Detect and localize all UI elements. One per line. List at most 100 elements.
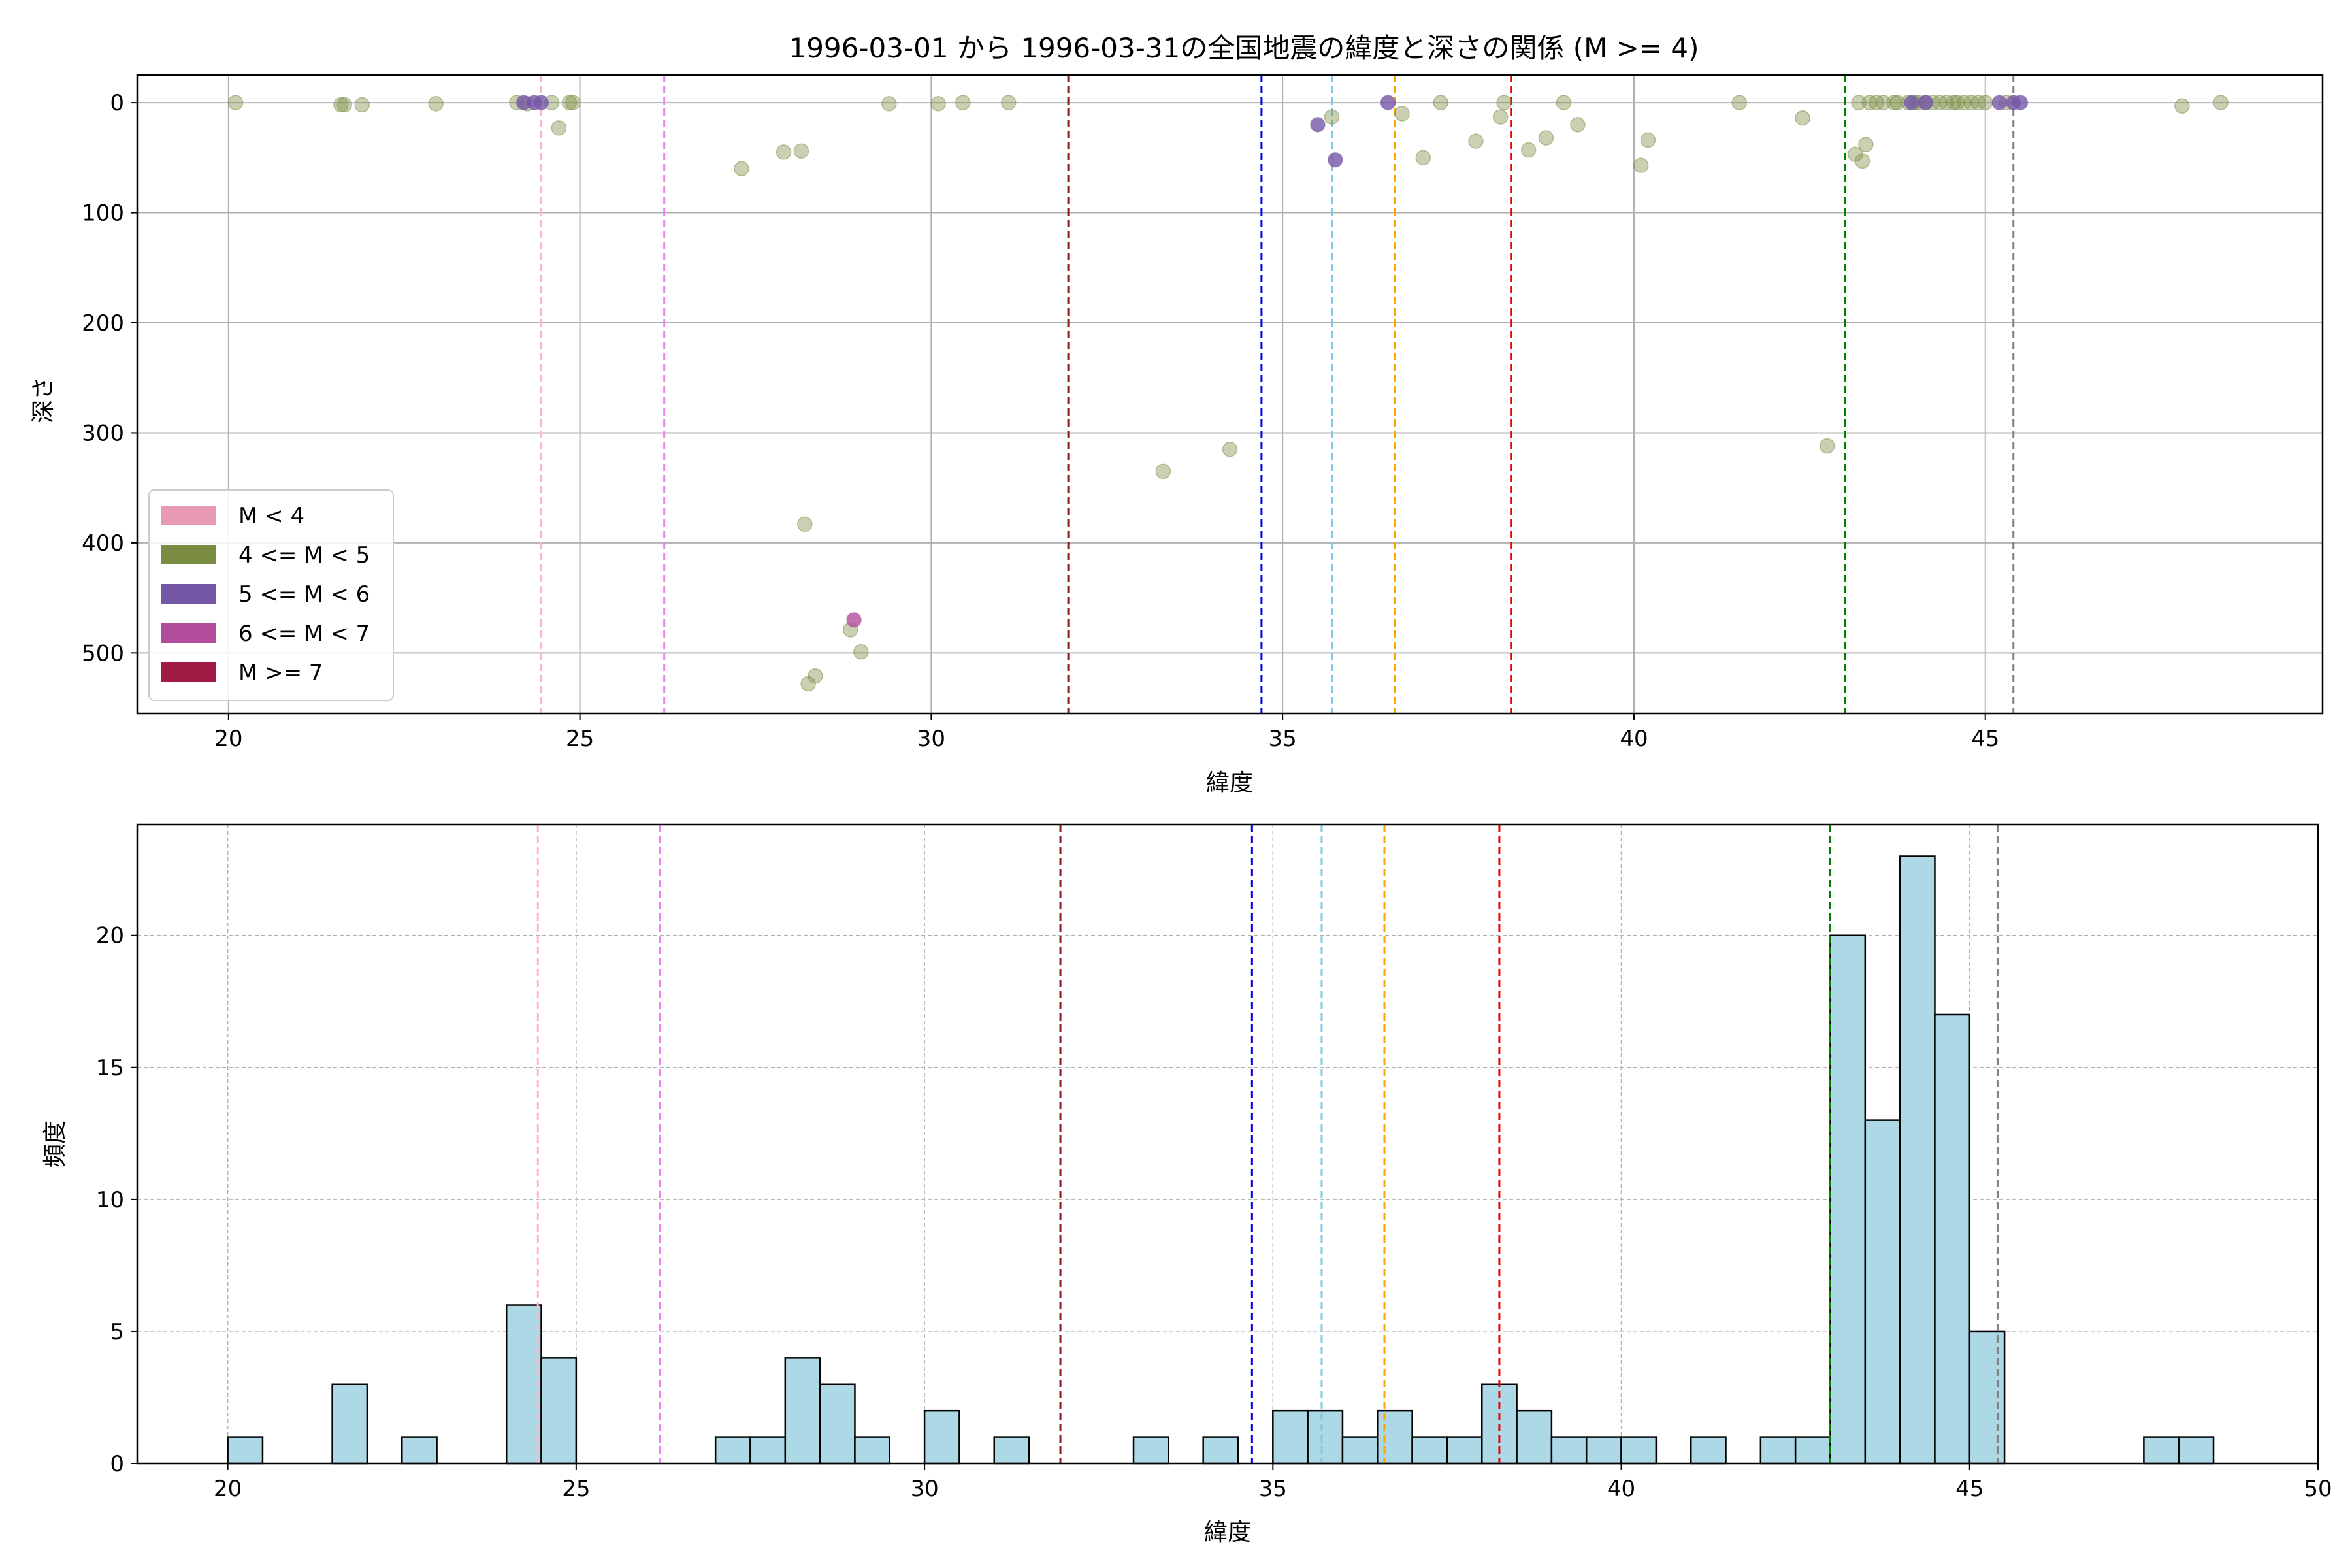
legend-swatch	[161, 623, 216, 643]
scatter-point	[1977, 95, 1993, 110]
histogram-bar	[1690, 1436, 1727, 1465]
histogram-bar	[1272, 1409, 1309, 1465]
scatter-point	[1433, 95, 1448, 110]
legend-box	[148, 489, 394, 701]
histogram-x-tick-label: 30	[910, 1476, 938, 1502]
scatter-point	[2213, 95, 2229, 110]
scatter-y-axis-label: 深さ	[30, 376, 57, 423]
scatter-point	[336, 97, 353, 113]
scatter-point	[2012, 95, 2029, 110]
histogram-x-tick-label: 45	[1955, 1476, 1984, 1502]
scatter-point	[1640, 132, 1656, 148]
histogram-bar	[854, 1436, 891, 1465]
scatter-plot-background	[137, 75, 2323, 713]
scatter-point	[1731, 95, 1748, 110]
scatter-point	[561, 95, 578, 110]
legend-label: M < 4	[238, 503, 304, 529]
histogram-y-tick-label: 0	[110, 1451, 124, 1477]
histogram-panel: 20 25 30 35 40 45 50 0 5 10 15 20 緯度 頻度	[42, 823, 2332, 1546]
histogram-bar	[1411, 1436, 1448, 1465]
scatter-point	[1222, 441, 1238, 457]
histogram-y-ticks: 0 5 10 15 20	[96, 923, 137, 1477]
scatter-point	[1858, 137, 1874, 152]
scatter-point	[1918, 95, 1934, 110]
histogram-bar	[1202, 1436, 1239, 1465]
histogram-bar	[714, 1436, 751, 1465]
scatter-point	[1155, 463, 1171, 480]
scatter-x-tick-label: 35	[1269, 726, 1297, 752]
scatter-y-ticks: 0 100 200 300 400 500	[82, 90, 137, 666]
scatter-point	[1324, 109, 1340, 125]
legend-swatch	[161, 506, 216, 525]
scatter-point	[354, 97, 370, 113]
scatter-point	[1633, 157, 1649, 173]
scatter-x-tick-label: 40	[1620, 726, 1648, 752]
scatter-point	[1492, 109, 1509, 125]
histogram-bar	[1550, 1436, 1588, 1465]
scatter-point	[1496, 95, 1512, 110]
scatter-point	[1328, 152, 1343, 168]
histogram-bar	[1132, 1436, 1169, 1465]
histogram-x-tick-label: 40	[1607, 1476, 1635, 1502]
scatter-x-tick-label: 20	[214, 726, 242, 752]
histogram-bar	[1620, 1436, 1658, 1465]
histogram-bar	[1377, 1409, 1413, 1465]
histogram-bar	[331, 1383, 368, 1465]
scatter-point	[1538, 130, 1554, 146]
scatter-point	[1854, 153, 1870, 169]
legend: M < 4 4 <= M < 5 5 <= M < 6 6 <= M < 7 M >= …	[148, 489, 394, 701]
legend-label: 4 <= M < 5	[238, 542, 370, 568]
scatter-point	[551, 120, 567, 136]
scatter-point	[734, 161, 749, 176]
histogram-bars	[227, 855, 2215, 1465]
scatter-point	[881, 96, 897, 112]
histogram-bar	[1585, 1436, 1622, 1465]
histogram-bar	[923, 1409, 960, 1465]
scatter-point	[1394, 106, 1410, 122]
scatter-point	[1556, 95, 1572, 110]
histogram-x-tick-label: 20	[214, 1476, 242, 1502]
scatter-panel: 1996-03-01 から 1996-03-31の全国地震の緯度と深さの関係 (…	[30, 32, 2324, 796]
scatter-point	[333, 97, 349, 113]
legend-swatch	[161, 662, 216, 682]
histogram-bar	[505, 1304, 542, 1465]
scatter-gridlines	[137, 75, 2323, 713]
scatter-point	[1904, 95, 1919, 110]
scatter-point	[1819, 438, 1835, 454]
legend-label: 5 <= M < 6	[238, 581, 370, 608]
scatter-point	[1520, 142, 1537, 158]
histogram-bar	[2178, 1436, 2215, 1465]
scatter-y-tick-label: 300	[82, 420, 124, 446]
scatter-point	[1000, 95, 1017, 110]
histogram-bar	[993, 1436, 1030, 1465]
histogram-x-tick-label: 50	[2304, 1476, 2332, 1502]
scatter-y-tick-label: 0	[110, 90, 124, 116]
scatter-point	[1310, 117, 1326, 133]
histogram-bar	[540, 1357, 578, 1465]
scatter-x-ticks: 20 25 30 35 40 45	[214, 713, 1999, 752]
scatter-point	[227, 95, 244, 110]
histogram-bar	[1829, 934, 1867, 1465]
histogram-x-tick-label: 25	[562, 1476, 590, 1502]
histogram-bar	[401, 1436, 438, 1465]
scatter-y-tick-label: 500	[82, 640, 124, 666]
scatter-point	[1415, 150, 1431, 166]
histogram-bar	[1759, 1436, 1797, 1465]
histogram-bar	[1516, 1409, 1553, 1465]
histogram-bar	[227, 1436, 264, 1465]
histogram-bar	[1968, 1330, 2006, 1465]
scatter-point	[955, 95, 971, 110]
scatter-point	[428, 96, 444, 112]
histogram-bar	[1446, 1436, 1483, 1465]
histogram-y-tick-label: 5	[110, 1319, 124, 1345]
histogram-bar	[1864, 1119, 1901, 1465]
scatter-x-tick-label: 25	[566, 726, 594, 752]
scatter-reference-lines	[540, 75, 2015, 713]
histogram-y-axis-label: 頻度	[42, 1120, 69, 1168]
scatter-x-tick-label: 45	[1971, 726, 1999, 752]
scatter-y-tick-label: 400	[82, 531, 124, 557]
histogram-bar	[1307, 1409, 1344, 1465]
legend-label: M >= 7	[238, 660, 323, 686]
histogram-bar	[1341, 1436, 1379, 1465]
